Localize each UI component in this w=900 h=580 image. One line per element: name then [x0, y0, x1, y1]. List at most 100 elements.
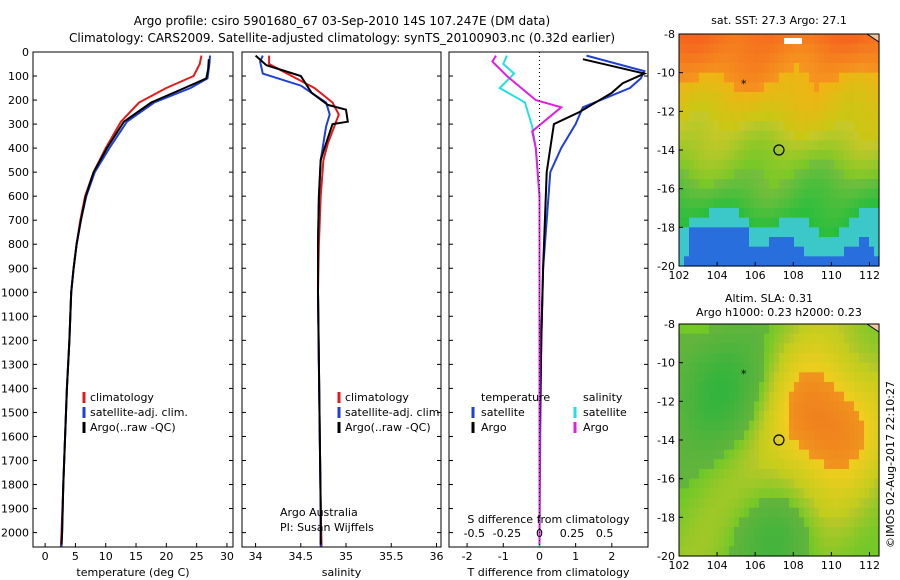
map-cell [859, 324, 865, 335]
map-cell [844, 546, 850, 557]
map-cell [719, 198, 725, 209]
map-cell [854, 507, 860, 518]
map-cell [759, 411, 765, 422]
map-cell [679, 459, 685, 470]
map-cell [689, 459, 695, 470]
map-cell [744, 440, 750, 451]
map-cell [849, 488, 855, 499]
map-cell [839, 382, 845, 393]
map-cell [694, 488, 700, 499]
map-cell [834, 353, 840, 364]
map-cell [829, 546, 835, 557]
map-cell [699, 343, 705, 354]
map-cell [819, 527, 825, 538]
x-tick-label: -1 [498, 550, 509, 563]
map-cell [849, 382, 855, 393]
map-cell [784, 246, 790, 257]
series-line [60, 59, 210, 545]
y-tick-label: -14 [657, 144, 675, 157]
map-cell [744, 527, 750, 538]
series-line [60, 55, 211, 548]
map-cell [824, 382, 830, 393]
map-cell [854, 130, 860, 141]
map-cell [854, 217, 860, 228]
map-cell [834, 140, 840, 151]
map-cell [684, 159, 690, 170]
map-cell [679, 449, 685, 460]
map-cell [814, 527, 820, 538]
map-cell [864, 391, 870, 402]
map-cell [779, 517, 785, 528]
map-cell [764, 478, 770, 489]
map-cell [844, 488, 850, 499]
map-cell [774, 111, 780, 122]
map-cell [714, 34, 720, 45]
map-cell [709, 401, 715, 412]
y-tick-label: 200 [8, 94, 29, 107]
map-cell [709, 449, 715, 460]
map-cell [844, 256, 850, 267]
map-cell [844, 217, 850, 228]
map-cell [804, 246, 810, 257]
map-cell [764, 343, 770, 354]
map-cell [814, 179, 820, 190]
map-cell [804, 507, 810, 518]
map-cell [804, 478, 810, 489]
map-cell [684, 72, 690, 83]
map-cell [724, 440, 730, 451]
map-cell [869, 217, 875, 228]
map-cell [729, 372, 735, 383]
map-cell [859, 72, 865, 83]
map-cell [789, 92, 795, 103]
map-cell [824, 43, 830, 54]
map-cell [829, 449, 835, 460]
map-cell [789, 324, 795, 335]
map-cell [779, 362, 785, 373]
map-cell [704, 256, 710, 267]
map-cell [839, 440, 845, 451]
map-cell [764, 72, 770, 83]
map-cell [729, 198, 735, 209]
map-cell [749, 188, 755, 199]
map-cell [829, 498, 835, 509]
map-cell [834, 517, 840, 528]
map-cell [859, 372, 865, 383]
map-cell [679, 179, 685, 190]
map-cell [704, 420, 710, 431]
map-cell [744, 324, 750, 335]
map-cell [769, 362, 775, 373]
map-cell [774, 130, 780, 141]
map-cell [834, 411, 840, 422]
map-cell [694, 198, 700, 209]
map-cell [869, 188, 875, 199]
map-cell [729, 488, 735, 499]
map-cell [834, 72, 840, 83]
map-cell [784, 140, 790, 151]
map-cell [809, 362, 815, 373]
map-cell [694, 256, 700, 267]
map-cell [719, 34, 725, 45]
map-cell [749, 324, 755, 335]
map-cell [864, 140, 870, 151]
map-cell [699, 353, 705, 364]
map-cell [799, 333, 805, 344]
map-cell [734, 401, 740, 412]
map-cell [744, 159, 750, 170]
map-title: Altim. SLA: 0.31 [725, 292, 813, 305]
map-cell [804, 469, 810, 480]
map-cell [744, 401, 750, 412]
map-cell [849, 362, 855, 373]
map-cell [719, 150, 725, 161]
map-cell [824, 111, 830, 122]
map-cell [744, 478, 750, 489]
map-cell [704, 411, 710, 422]
map-cell [699, 246, 705, 257]
map-cell [744, 246, 750, 257]
map-cell [809, 159, 815, 170]
map-cell [834, 101, 840, 112]
map-cell [854, 82, 860, 93]
map-cell [809, 150, 815, 161]
map-cell [809, 507, 815, 518]
map-cell [744, 459, 750, 470]
map-cell [809, 92, 815, 103]
